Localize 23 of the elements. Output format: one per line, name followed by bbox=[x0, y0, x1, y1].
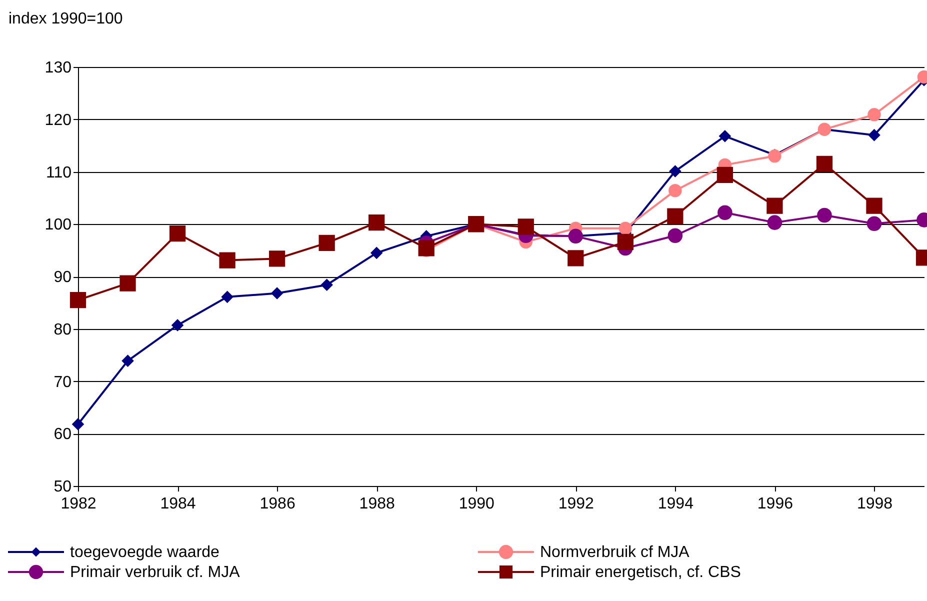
x-tick-label: 1996 bbox=[757, 496, 794, 512]
legend-label: Normverbruik cf MJA bbox=[540, 544, 690, 561]
y-tick-label: 80 bbox=[54, 321, 72, 338]
y-tick-label: 90 bbox=[54, 269, 72, 286]
y-tick-label: 50 bbox=[54, 478, 72, 496]
y-tick-label: 130 bbox=[44, 60, 72, 76]
x-tick-label: 1998 bbox=[856, 496, 893, 512]
x-tick-label: 1984 bbox=[160, 496, 196, 512]
y-axis-title: index 1990=100 bbox=[8, 10, 123, 28]
x-tick-label: 1994 bbox=[658, 496, 694, 512]
x-tick-label: 1988 bbox=[359, 496, 395, 512]
legend-label: Primair energetisch, cf. CBS bbox=[540, 564, 741, 581]
x-tick-label: 1986 bbox=[260, 496, 296, 512]
y-tick-label: 100 bbox=[44, 216, 72, 234]
legend-label: toegevoegde waarde bbox=[70, 544, 220, 561]
x-tick-label: 1992 bbox=[558, 496, 594, 512]
x-tick-label: 1990 bbox=[458, 496, 495, 512]
x-tick-label: 1982 bbox=[60, 496, 96, 512]
y-tick-label: 110 bbox=[46, 164, 72, 182]
y-tick-label: 120 bbox=[44, 112, 72, 129]
y-tick-label: 70 bbox=[54, 374, 72, 391]
y-tick-label: 60 bbox=[54, 426, 72, 444]
legend-label: Primair verbruik cf. MJA bbox=[70, 564, 240, 581]
